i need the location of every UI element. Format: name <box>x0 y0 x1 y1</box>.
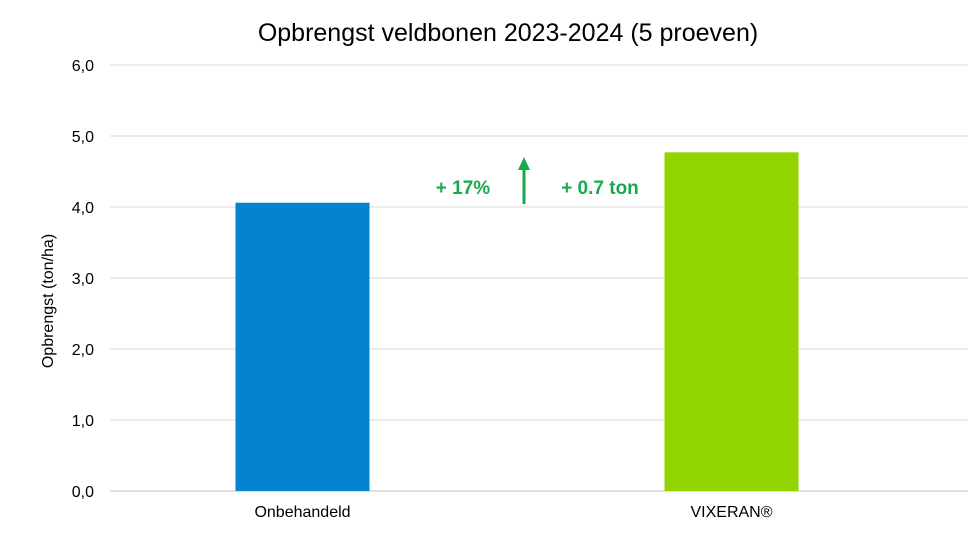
y-tick-label: 3,0 <box>72 271 94 288</box>
chart-title: Opbrengst veldbonen 2023-2024 (5 proeven… <box>258 19 758 47</box>
up-arrow-icon <box>518 157 530 204</box>
y-tick-label: 2,0 <box>72 342 94 359</box>
y-tick-label: 4,0 <box>72 200 94 217</box>
annotation-group: + 17% + 0.7 ton <box>436 157 639 204</box>
annotation-percent: + 17% <box>436 178 491 199</box>
bars <box>235 152 799 492</box>
annotation-tons: + 0.7 ton <box>561 178 639 199</box>
y-tick-label: 1,0 <box>72 413 94 430</box>
y-tick-labels: 0,0 1,0 2,0 3,0 4,0 5,0 6,0 <box>72 58 94 501</box>
y-tick-label: 5,0 <box>72 129 94 146</box>
x-tick-label: Onbehandeld <box>254 504 350 521</box>
y-axis-label: Opbrengst (ton/ha) <box>40 234 57 368</box>
y-tick-label: 0,0 <box>72 484 94 501</box>
bar <box>664 152 799 491</box>
y-tick-label: 6,0 <box>72 58 94 75</box>
x-tick-label: VIXERAN® <box>690 504 772 521</box>
bar <box>235 202 370 492</box>
category-labels: Onbehandeld VIXERAN® <box>254 504 772 521</box>
